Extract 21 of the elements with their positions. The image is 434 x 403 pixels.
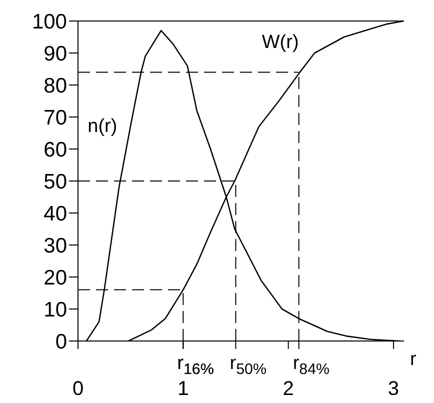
x-tick-label: 1	[178, 378, 189, 400]
y-tick-label: 100	[32, 10, 67, 34]
y-tick-label: 90	[44, 42, 67, 66]
y-tick-label: 60	[44, 138, 67, 162]
y-tick-label: 30	[44, 234, 67, 258]
series-label: n(r)	[88, 116, 118, 138]
x-axis-title: r	[410, 349, 417, 370]
y-tick-label: 10	[44, 298, 67, 322]
ref-line-label: r$_{16%}$	[177, 353, 214, 378]
x-tick-label: 0	[72, 378, 84, 400]
y-tick-label: 40	[44, 202, 67, 226]
y-tick-label: 50	[44, 170, 67, 194]
x-tick-label: 2	[282, 378, 294, 400]
y-tick-label: 80	[44, 74, 67, 98]
y-tick-label: 70	[44, 106, 67, 130]
series-label: W(r)	[262, 32, 299, 54]
y-tick-label: 0	[55, 330, 67, 354]
ref-line-label: r$_{84%}$	[292, 353, 330, 378]
x-tick-label: 3	[388, 378, 400, 400]
y-tick-label: 20	[44, 266, 67, 290]
ref-line-label: r$_{50%}$	[230, 353, 266, 378]
